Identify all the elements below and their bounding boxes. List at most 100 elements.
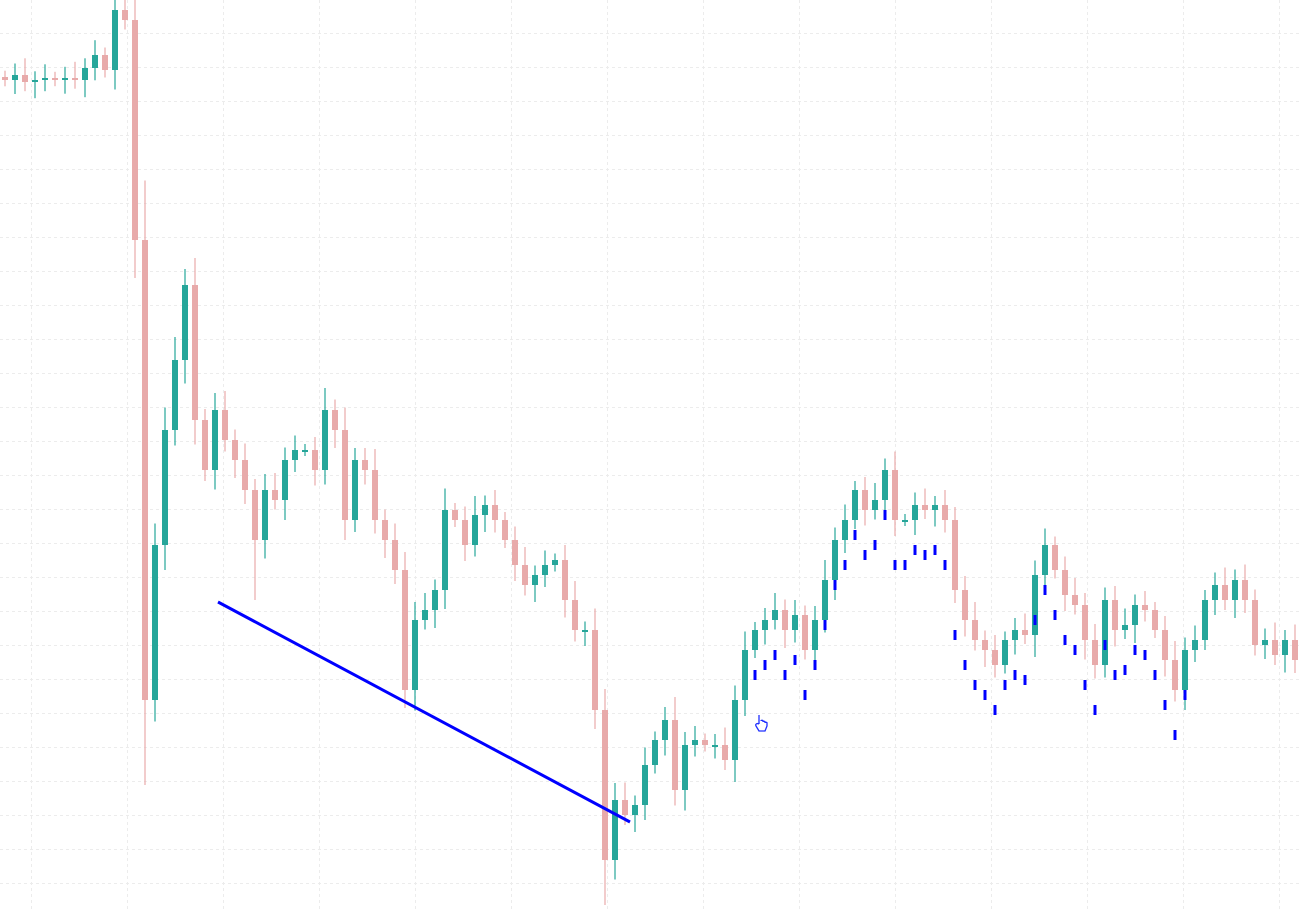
- candle-down: [1222, 585, 1228, 600]
- signal-marker: [843, 560, 847, 570]
- signal-marker: [973, 680, 977, 690]
- candle-down: [962, 590, 968, 620]
- signal-marker: [1013, 670, 1017, 680]
- candle-up: [882, 470, 888, 500]
- candle-down: [1052, 545, 1058, 570]
- signal-marker: [933, 545, 937, 555]
- signal-marker: [1093, 705, 1097, 715]
- candle-up: [1122, 625, 1128, 630]
- candle-down: [1112, 600, 1118, 630]
- candle-up: [412, 620, 418, 690]
- candle-up: [162, 430, 168, 545]
- signal-marker: [1043, 585, 1047, 595]
- candle-up: [172, 360, 178, 430]
- candle-down: [1142, 605, 1148, 610]
- candle-up: [282, 460, 288, 500]
- signal-marker: [983, 690, 987, 700]
- candle-down: [1292, 640, 1298, 660]
- signal-marker: [1063, 635, 1067, 645]
- candle-down: [362, 460, 368, 470]
- candle-down: [892, 470, 898, 520]
- candle-up: [822, 580, 828, 620]
- candle-up: [1202, 600, 1208, 640]
- candle-down: [192, 285, 198, 420]
- candle-up: [292, 450, 298, 460]
- candle-down: [922, 505, 928, 510]
- candle-down: [862, 490, 868, 510]
- candle-up: [772, 610, 778, 620]
- signal-marker: [1073, 645, 1077, 655]
- candle-down: [222, 410, 228, 440]
- signal-marker: [903, 560, 907, 570]
- candle-up: [552, 560, 558, 565]
- candle-up: [1192, 640, 1198, 650]
- candle-up: [902, 520, 908, 522]
- candle-down: [1252, 600, 1258, 645]
- candle-up: [62, 78, 68, 80]
- signal-marker: [1143, 650, 1147, 660]
- candle-down: [52, 78, 58, 80]
- signal-marker: [803, 690, 807, 700]
- candle-up: [932, 505, 938, 510]
- candle-down: [672, 720, 678, 790]
- candle-up: [912, 505, 918, 520]
- candle-up: [92, 55, 98, 68]
- candle-up: [1002, 640, 1008, 665]
- signal-marker: [1183, 690, 1187, 700]
- signal-marker: [993, 705, 997, 715]
- candle-down: [252, 490, 258, 540]
- candle-up: [302, 450, 308, 452]
- signal-marker: [853, 530, 857, 540]
- candle-down: [382, 520, 388, 540]
- candle-up: [32, 80, 38, 82]
- candle-up: [1032, 575, 1038, 635]
- candle-down: [272, 490, 278, 500]
- signal-marker: [873, 540, 877, 550]
- signal-marker: [923, 550, 927, 560]
- candle-up: [712, 745, 718, 747]
- candle-up: [1102, 600, 1108, 665]
- signal-marker: [883, 510, 887, 520]
- candle-up: [1182, 650, 1188, 690]
- candle-up: [742, 650, 748, 700]
- signal-marker: [773, 650, 777, 660]
- candle-up: [262, 490, 268, 540]
- signal-marker: [1123, 665, 1127, 675]
- signal-marker: [1053, 610, 1057, 620]
- candle-down: [702, 740, 708, 745]
- candle-down: [982, 640, 988, 650]
- candle-down: [952, 520, 958, 590]
- candle-up: [1262, 640, 1268, 645]
- candle-down: [572, 600, 578, 630]
- candle-up: [752, 630, 758, 650]
- candle-up: [322, 410, 328, 470]
- signal-marker: [963, 660, 967, 670]
- candle-up: [1212, 585, 1218, 600]
- candle-up: [1042, 545, 1048, 575]
- candle-down: [72, 78, 78, 80]
- signal-marker: [863, 550, 867, 560]
- candle-down: [462, 520, 468, 545]
- candle-up: [852, 490, 858, 520]
- signal-marker: [783, 670, 787, 680]
- candle-up: [872, 500, 878, 510]
- candle-down: [22, 75, 28, 82]
- candle-up: [812, 620, 818, 650]
- candle-up: [792, 615, 798, 630]
- candle-up: [472, 515, 478, 545]
- signal-marker: [893, 560, 897, 570]
- candle-down: [992, 650, 998, 665]
- candle-down: [802, 615, 808, 650]
- candle-down: [1152, 610, 1158, 630]
- candle-up: [1232, 580, 1238, 600]
- candle-down: [122, 10, 128, 20]
- candle-up: [352, 460, 358, 520]
- signal-marker: [793, 655, 797, 665]
- candle-up: [212, 410, 218, 470]
- candle-down: [402, 570, 408, 690]
- signal-marker: [1173, 730, 1177, 740]
- candle-down: [1162, 630, 1168, 660]
- candle-down: [522, 565, 528, 585]
